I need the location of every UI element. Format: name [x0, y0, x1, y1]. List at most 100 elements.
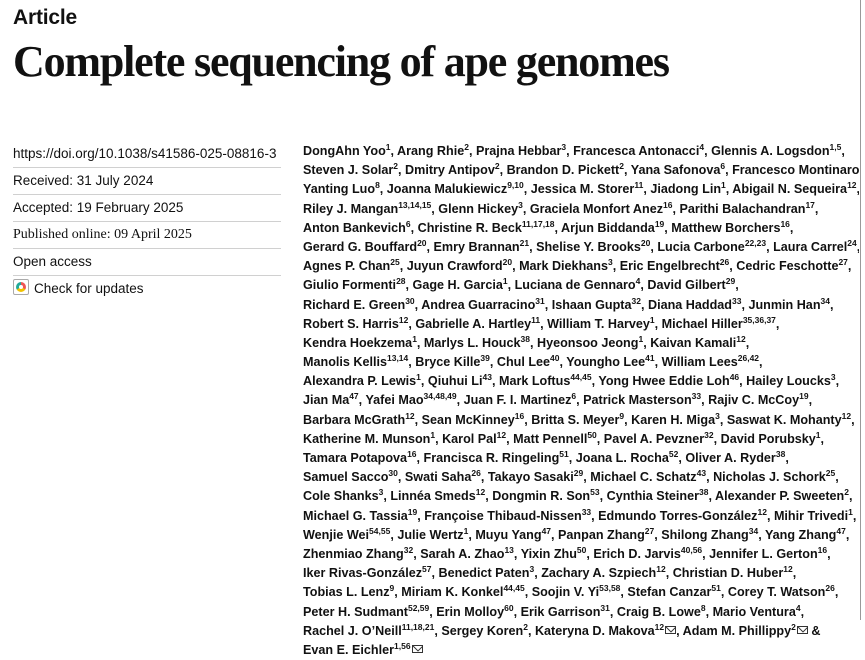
author-name[interactable]: Yang Zhang47 [765, 527, 846, 542]
author-name[interactable]: Erik Garrison31 [521, 603, 610, 618]
author-name[interactable]: Laura Carrel24 [773, 239, 857, 254]
author-name[interactable]: Joana L. Rocha52 [576, 450, 679, 465]
author-name[interactable]: Gerard G. Bouffard20 [303, 239, 427, 254]
author-name[interactable]: Steven J. Solar2 [303, 162, 398, 177]
author-name[interactable]: Brandon D. Pickett2 [507, 162, 624, 177]
author-name[interactable]: Benedict Paten3 [438, 565, 534, 580]
author-name[interactable]: Richard E. Green30 [303, 296, 415, 311]
author-name[interactable]: Andrea Guarracino31 [421, 296, 545, 311]
author-name[interactable]: Miriam K. Konkel44,45 [401, 584, 524, 599]
author-name[interactable]: Yanting Luo8 [303, 181, 380, 196]
author-name[interactable]: Dongmin R. Son53 [492, 488, 599, 503]
author-name[interactable]: Francesco Montinaro4,7 [732, 163, 859, 177]
author-name[interactable]: Françoise Thibaud-Nissen33 [424, 507, 591, 522]
author-name[interactable]: Peter H. Sudmant52,59 [303, 603, 429, 618]
author-name[interactable]: Juyun Crawford20 [407, 258, 512, 273]
author-name[interactable]: Katherine M. Munson1 [303, 431, 435, 446]
author-name[interactable]: Karen H. Miga3 [631, 411, 720, 426]
author-name[interactable]: Hyeonsoo Jeong1 [537, 335, 643, 350]
author-name[interactable]: William Lees26,42 [662, 354, 759, 369]
author-name[interactable]: Prajna Hebbar3 [476, 143, 566, 158]
author-name[interactable]: Karol Pal12 [442, 431, 506, 446]
author-name[interactable]: Sergey Koren2 [441, 622, 528, 637]
author-name[interactable]: Eric Engelbrecht26 [620, 258, 730, 273]
author-name[interactable]: Tamara Potapova16 [303, 450, 417, 465]
author-name[interactable]: Mario Ventura4 [713, 603, 801, 618]
author-name[interactable]: Qiuhui Li43 [428, 373, 492, 388]
author-name[interactable]: Alexandra P. Lewis1 [303, 373, 421, 388]
author-name[interactable]: Shelise Y. Brooks20 [536, 239, 650, 254]
author-name[interactable]: David Gilbert29 [647, 277, 735, 292]
author-name[interactable]: Glennis A. Logsdon1,5 [711, 143, 841, 158]
author-name[interactable]: Iker Rivas-González57 [303, 565, 431, 580]
author-name[interactable]: Corey T. Watson26 [728, 584, 835, 599]
author-name[interactable]: Mark Diekhans3 [519, 258, 613, 273]
author-name[interactable]: Anton Bankevich6 [303, 220, 411, 235]
author-name[interactable]: Panpan Zhang27 [558, 527, 654, 542]
author-name[interactable]: Juan F. I. Martinez6 [464, 392, 577, 407]
email-icon[interactable] [796, 625, 808, 634]
author-name[interactable]: Michael G. Tassia19 [303, 507, 417, 522]
author-name[interactable]: Hailey Loucks3 [746, 373, 835, 388]
author-name[interactable]: Nicholas J. Schork25 [713, 469, 835, 484]
author-name[interactable]: Tobias L. Lenz9 [303, 584, 394, 599]
author-name[interactable]: Diana Haddad33 [648, 296, 741, 311]
author-name[interactable]: Kateryna D. Makova12 [535, 622, 677, 638]
author-name[interactable]: Oliver A. Ryder38 [685, 450, 785, 465]
author-name[interactable]: Parithi Balachandran17 [679, 200, 814, 215]
author-name[interactable]: DongAhn Yoo1 [303, 143, 391, 158]
author-name[interactable]: Cole Shanks3 [303, 488, 383, 503]
author-name[interactable]: Arjun Biddanda19 [561, 220, 664, 235]
author-name[interactable]: Matt Pennell50 [513, 431, 597, 446]
author-name[interactable]: Francesca Antonacci4 [573, 143, 704, 158]
author-name[interactable]: Samuel Sacco30 [303, 469, 398, 484]
author-name[interactable]: Zhenmiao Zhang32 [303, 546, 413, 561]
author-name[interactable]: Barbara McGrath12 [303, 411, 415, 426]
author-name[interactable]: Craig B. Lowe8 [617, 603, 706, 618]
author-name[interactable]: Sean McKinney16 [422, 411, 525, 426]
author-name[interactable]: Soojin V. Yi53,58 [532, 584, 621, 599]
author-name[interactable]: Shilong Zhang34 [661, 527, 758, 542]
author-name[interactable]: Arang Rhie2 [397, 143, 469, 158]
author-name[interactable]: Evan E. Eichler1,56 [303, 642, 423, 657]
author-name[interactable]: Jian Ma47 [303, 392, 359, 407]
author-name[interactable]: Rachel J. O’Neill11,18,21 [303, 622, 434, 637]
author-name[interactable]: Michael C. Schatz43 [590, 469, 706, 484]
author-name[interactable]: Mihir Trivedi1 [774, 507, 853, 522]
author-name[interactable]: Wenjie Wei54,55 [303, 527, 390, 542]
author-name[interactable]: Marlys L. Houck38 [424, 335, 530, 350]
author-name[interactable]: Manolis Kellis13,14 [303, 354, 408, 369]
author-name[interactable]: Riley J. Mangan13,14,15 [303, 200, 431, 215]
author-name[interactable]: Robert S. Harris12 [303, 315, 408, 330]
author-name[interactable]: Kendra Hoekzema1 [303, 335, 417, 350]
author-name[interactable]: Zachary A. Szpiech12 [541, 565, 666, 580]
author-name[interactable]: Jessica M. Storer11 [531, 181, 644, 196]
author-name[interactable]: Cynthia Steiner38 [607, 488, 709, 503]
author-name[interactable]: Lucia Carbone22,23 [657, 239, 766, 254]
author-name[interactable]: Jennifer L. Gerton16 [709, 546, 827, 561]
author-name[interactable]: Swati Saha26 [405, 469, 481, 484]
author-name[interactable]: Yafei Mao34,48,49 [365, 392, 456, 407]
author-name[interactable]: Ishaan Gupta32 [552, 296, 641, 311]
email-icon[interactable] [665, 625, 677, 634]
author-name[interactable]: Erich D. Jarvis40,56 [593, 546, 702, 561]
author-name[interactable]: Abigail N. Sequeira12 [732, 181, 856, 196]
author-name[interactable]: Yana Safonova6 [631, 162, 725, 177]
author-name[interactable]: Christine R. Beck11,17,18 [418, 220, 555, 235]
author-name[interactable]: Youngho Lee41 [566, 354, 654, 369]
author-name[interactable]: Chul Lee40 [497, 354, 560, 369]
author-name[interactable]: Stefan Canzar51 [627, 584, 720, 599]
author-name[interactable]: Matthew Borchers16 [671, 220, 790, 235]
author-name[interactable]: Alexander P. Sweeten2 [715, 488, 849, 503]
author-name[interactable]: Adam M. Phillippy2 [683, 622, 808, 638]
author-name[interactable]: Julie Wertz1 [397, 527, 468, 542]
author-name[interactable]: William T. Harvey1 [547, 315, 655, 330]
author-name[interactable]: Agnes P. Chan25 [303, 258, 400, 273]
check-for-updates-button[interactable]: Check for updates [13, 275, 281, 302]
author-name[interactable]: David Porubsky1 [721, 431, 821, 446]
author-name[interactable]: Graciela Monfort Anez16 [530, 200, 673, 215]
author-name[interactable]: Cedric Feschotte27 [736, 258, 848, 273]
author-name[interactable]: Joanna Malukiewicz9,10 [387, 181, 524, 196]
author-name[interactable]: Kaivan Kamali12 [650, 335, 746, 350]
author-name[interactable]: Emry Brannan21 [434, 239, 530, 254]
